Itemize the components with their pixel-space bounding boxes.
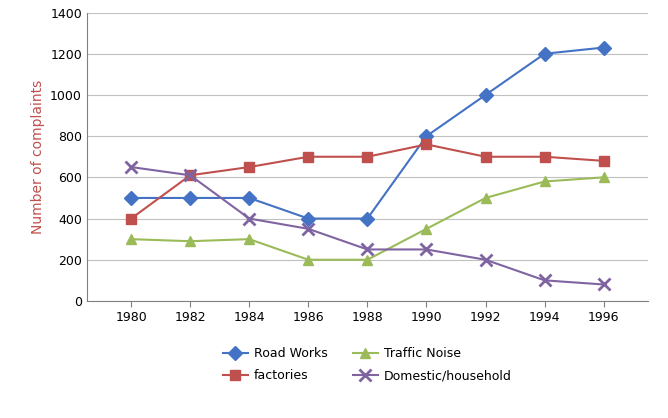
- Line: Road Works: Road Works: [126, 43, 609, 223]
- factories: [482, 154, 490, 159]
- factories: [422, 142, 430, 147]
- Domestic/household: [127, 165, 135, 170]
- Domestic/household: [186, 173, 194, 178]
- Road Works: [363, 216, 371, 221]
- factories: [186, 173, 194, 178]
- Road Works: [482, 92, 490, 97]
- Domestic/household: [482, 257, 490, 262]
- Legend: Road Works, factories, Traffic Noise, Domestic/household: Road Works, factories, Traffic Noise, Do…: [218, 342, 517, 387]
- Domestic/household: [363, 247, 371, 252]
- Traffic Noise: [305, 257, 313, 262]
- Traffic Noise: [127, 237, 135, 242]
- Traffic Noise: [186, 239, 194, 244]
- Road Works: [600, 45, 608, 50]
- factories: [245, 165, 253, 170]
- Traffic Noise: [245, 237, 253, 242]
- factories: [305, 154, 313, 159]
- Domestic/household: [540, 278, 548, 283]
- Road Works: [186, 196, 194, 201]
- Road Works: [422, 134, 430, 139]
- Domestic/household: [422, 247, 430, 252]
- Domestic/household: [600, 282, 608, 287]
- Road Works: [540, 51, 548, 56]
- factories: [540, 154, 548, 159]
- Line: Domestic/household: Domestic/household: [125, 161, 610, 291]
- Traffic Noise: [540, 179, 548, 184]
- factories: [600, 158, 608, 163]
- Traffic Noise: [422, 227, 430, 232]
- Line: Traffic Noise: Traffic Noise: [126, 173, 609, 265]
- Traffic Noise: [363, 257, 371, 262]
- factories: [363, 154, 371, 159]
- Road Works: [127, 196, 135, 201]
- Traffic Noise: [482, 196, 490, 201]
- Line: factories: factories: [126, 140, 609, 223]
- Road Works: [305, 216, 313, 221]
- Domestic/household: [305, 227, 313, 232]
- Road Works: [245, 196, 253, 201]
- Traffic Noise: [600, 175, 608, 180]
- Domestic/household: [245, 216, 253, 221]
- factories: [127, 216, 135, 221]
- Y-axis label: Number of complaints: Number of complaints: [31, 79, 45, 234]
